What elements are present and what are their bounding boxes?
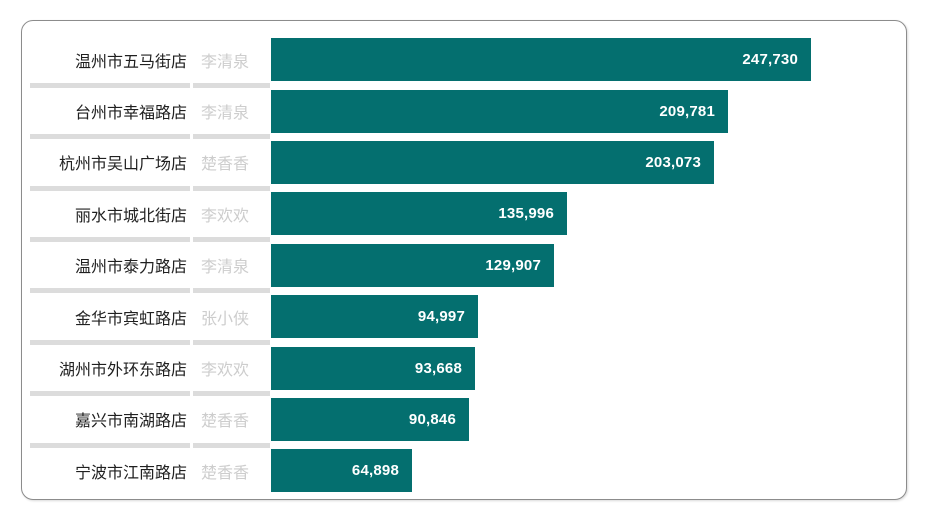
row-separator <box>193 82 270 88</box>
person-label: 楚香香 <box>201 464 250 482</box>
person-label: 李欢欢 <box>201 207 250 225</box>
value-bar[interactable]: 64,898 <box>271 449 412 493</box>
value-bar[interactable]: 94,997 <box>271 295 478 339</box>
person-label: 楚香香 <box>201 413 250 431</box>
store-label: 湖州市外环东路店 <box>58 362 187 380</box>
value-bar[interactable]: 129,907 <box>271 243 554 287</box>
bar-track: 129,907 <box>271 243 906 287</box>
row-separator <box>193 391 270 397</box>
bar-track: 90,846 <box>271 397 906 441</box>
row-separator <box>193 185 270 191</box>
bar-track: 247,730 <box>271 38 906 82</box>
row-separator <box>30 82 190 88</box>
bar-chart-rows: 温州市五马街店 李清泉 247,730 台州市幸福路店 李清泉 209,781 … <box>22 34 906 497</box>
store-label: 丽水市城北街店 <box>74 207 187 225</box>
bar-chart-row: 宁波市江南路店 楚香香 64,898 <box>22 445 906 496</box>
value-bar[interactable]: 209,781 <box>271 89 728 133</box>
person-label: 李清泉 <box>201 53 250 71</box>
row-separator <box>30 134 190 140</box>
value-label: 203,073 <box>645 153 701 171</box>
value-label: 90,846 <box>408 410 456 428</box>
value-label: 94,997 <box>417 308 465 326</box>
row-separator <box>193 134 270 140</box>
store-label: 温州市五马街店 <box>74 53 187 71</box>
bar-track: 135,996 <box>271 192 906 236</box>
value-bar[interactable]: 203,073 <box>271 140 714 184</box>
value-bar[interactable]: 247,730 <box>271 38 811 82</box>
row-separator <box>30 237 190 243</box>
bar-track: 203,073 <box>271 140 906 184</box>
bar-chart-row: 台州市幸福路店 李清泉 209,781 <box>22 85 906 140</box>
person-label: 李清泉 <box>201 259 250 277</box>
store-label: 嘉兴市南湖路店 <box>74 413 187 431</box>
store-label: 温州市泰力路店 <box>74 259 187 277</box>
row-separator <box>193 442 270 448</box>
store-label: 宁波市江南路店 <box>74 464 187 482</box>
bar-chart-row: 湖州市外环东路店 李欢欢 93,668 <box>22 342 906 397</box>
person-label: 楚香香 <box>201 156 250 174</box>
bar-chart-row: 温州市五马街店 李清泉 247,730 <box>22 34 906 88</box>
bar-track: 93,668 <box>271 346 906 390</box>
person-label: 李欢欢 <box>201 362 250 380</box>
bar-chart-row: 嘉兴市南湖路店 楚香香 90,846 <box>22 394 906 448</box>
bar-chart-row: 金华市宾虹路店 张小侠 94,997 <box>22 291 906 345</box>
row-separator <box>30 391 190 397</box>
value-bar[interactable]: 90,846 <box>271 397 469 441</box>
value-label: 209,781 <box>659 102 715 120</box>
row-separator <box>30 185 190 191</box>
bar-chart-row: 丽水市城北街店 李欢欢 135,996 <box>22 188 906 243</box>
store-label: 金华市宾虹路店 <box>74 310 187 328</box>
bar-track: 64,898 <box>271 449 906 493</box>
bar-track: 209,781 <box>271 89 906 133</box>
row-separator <box>30 442 190 448</box>
bar-chart-row: 温州市泰力路店 李清泉 129,907 <box>22 240 906 294</box>
value-label: 135,996 <box>498 205 554 223</box>
row-separator <box>193 237 270 243</box>
row-separator <box>193 339 270 345</box>
bar-chart-row: 杭州市吴山广场店 楚香香 203,073 <box>22 137 906 191</box>
person-label: 张小侠 <box>201 310 250 328</box>
value-label: 64,898 <box>351 462 399 480</box>
value-label: 247,730 <box>742 51 798 69</box>
person-label: 李清泉 <box>201 105 250 123</box>
value-label: 129,907 <box>485 256 541 274</box>
row-separator <box>30 339 190 345</box>
row-separator <box>30 288 190 294</box>
bar-track: 94,997 <box>271 295 906 339</box>
store-label: 杭州市吴山广场店 <box>58 156 187 174</box>
value-label: 93,668 <box>414 359 462 377</box>
row-separator <box>193 288 270 294</box>
value-bar[interactable]: 135,996 <box>271 192 567 236</box>
value-bar[interactable]: 93,668 <box>271 346 475 390</box>
store-label: 台州市幸福路店 <box>74 105 187 123</box>
bar-chart-visual: 温州市五马街店 李清泉 247,730 台州市幸福路店 李清泉 209,781 … <box>21 20 907 500</box>
